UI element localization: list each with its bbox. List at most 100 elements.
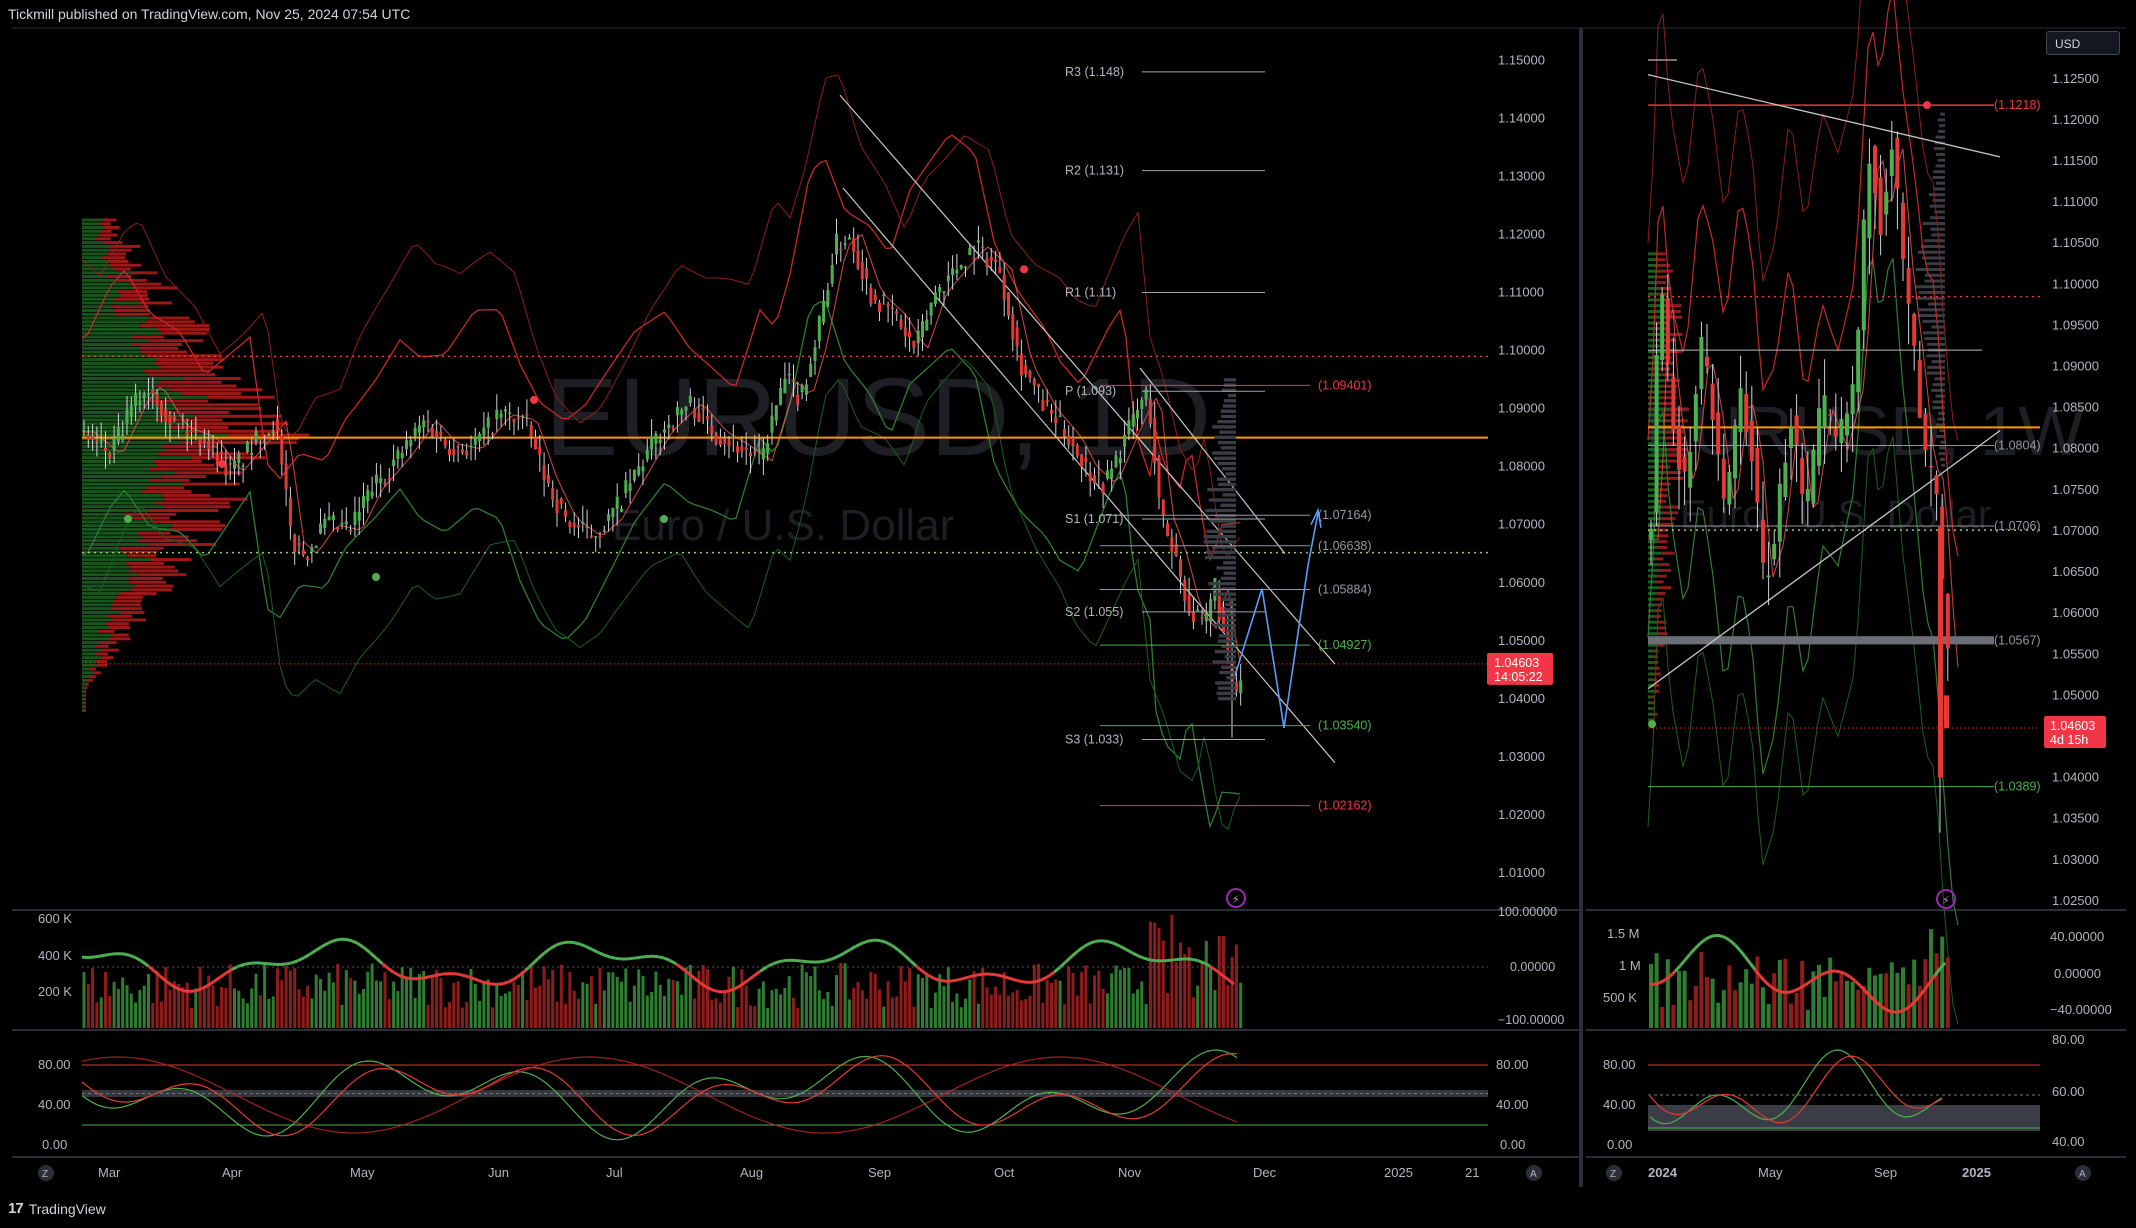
level-label-right: (1.0804) <box>1994 438 2041 452</box>
volume-bar <box>637 969 640 1028</box>
volume-bar-right <box>1823 997 1827 1028</box>
volume-profile-bar-buy <box>82 222 100 225</box>
oscillator-segment <box>826 959 832 961</box>
volume-bar-right <box>1895 973 1899 1028</box>
oscillator-segment <box>466 976 472 978</box>
oscillator-segment <box>628 958 634 959</box>
volume-bar <box>577 999 580 1028</box>
volume-bar <box>250 988 253 1028</box>
oscillator-segment <box>640 957 646 958</box>
volume-profile-bar-buy <box>82 660 96 663</box>
volume-profile-bar-sell <box>110 264 141 267</box>
volume-profile-bar-sell <box>147 486 184 489</box>
volume-bar-right <box>1722 990 1726 1028</box>
volume-bar <box>607 972 610 1028</box>
volume-bar <box>1119 970 1122 1028</box>
oscillator-segment <box>1150 960 1156 961</box>
candle-body <box>224 465 227 476</box>
volume-bar-right <box>1789 1003 1793 1028</box>
oscillator-segment <box>604 955 610 957</box>
session-volume-profile-bar <box>1223 561 1236 564</box>
profile-bar-right-grey <box>1924 239 1945 242</box>
price-tick-right: 1.10000 <box>2052 276 2099 291</box>
volume-bar <box>556 1002 559 1028</box>
candle-body <box>620 509 623 512</box>
volume-bar <box>534 988 537 1028</box>
candle-body <box>732 437 735 439</box>
candle-body <box>1166 523 1169 536</box>
profile-bar-right-sell <box>1660 569 1672 572</box>
candle-body <box>375 474 378 483</box>
oscillator-segment <box>1168 960 1174 961</box>
volume-bar <box>1054 979 1057 1028</box>
volume-profile-bar-sell <box>95 652 108 655</box>
volume-profile-bar-sell <box>98 630 114 633</box>
candle-body-right <box>1705 357 1709 366</box>
profile-bar-right-sell <box>1656 557 1664 560</box>
candle-body <box>207 441 210 450</box>
candle-body-right <box>1823 395 1827 428</box>
profile-bar-right-grey <box>1933 187 1945 190</box>
profile-bar-right-grey <box>1932 383 1945 386</box>
candle-body <box>895 311 898 314</box>
footer-brand[interactable]: TradingView <box>29 1201 106 1217</box>
profile-bar-right-sell <box>1654 667 1660 670</box>
price-tick-right: 1.09500 <box>2052 317 2099 332</box>
price-tick-right: 1.05500 <box>2052 646 2099 661</box>
volume-profile-bar-sell <box>84 694 86 697</box>
volume-bar <box>685 967 688 1028</box>
volume-bar <box>736 1007 739 1028</box>
profile-bar-right-sell <box>1653 655 1658 658</box>
candle-body <box>809 364 812 377</box>
candle-body <box>990 257 993 261</box>
volume-profile-bar-buy <box>82 317 150 320</box>
candle-body <box>736 446 739 453</box>
candle-body <box>121 435 124 441</box>
volume-profile-bar-sell <box>116 596 143 599</box>
volume-profile-bar-buy <box>82 377 183 380</box>
volume-bar <box>1115 965 1118 1028</box>
candle-body <box>1089 472 1092 481</box>
volume-bar <box>603 990 606 1028</box>
volume-bar <box>1106 993 1109 1028</box>
price-tick: 1.08000 <box>1498 459 1545 474</box>
candle-body <box>138 402 141 404</box>
volume-bar <box>517 985 520 1028</box>
volume-bar-right <box>1845 981 1849 1028</box>
volume-profile-bar-sell <box>102 656 114 659</box>
volume-bar <box>904 981 907 1028</box>
signal-dot-right <box>1648 720 1656 728</box>
volume-bar <box>478 1001 481 1028</box>
volume-bar <box>362 989 365 1028</box>
volume-profile-bar-sell <box>176 403 258 406</box>
volume-profile-bar-sell <box>101 230 112 233</box>
volume-profile-bar-sell <box>130 569 178 572</box>
volume-bar <box>753 1006 756 1028</box>
volume-bar-right <box>1711 979 1715 1028</box>
volume-profile-bar-buy <box>82 452 158 455</box>
profile-bar-right-grey <box>1926 354 1945 357</box>
price-tick: 1.14000 <box>1498 110 1545 125</box>
volume-bar <box>758 989 761 1028</box>
session-volume-profile-bar <box>1221 666 1236 669</box>
volume-bar <box>792 998 795 1028</box>
profile-bar-right-grey <box>1925 274 1945 277</box>
price-tick-right: 1.07000 <box>2052 523 2099 538</box>
volume-bar <box>513 982 516 1028</box>
volume-profile-bar-sell <box>122 611 145 614</box>
volume-bar <box>590 976 593 1028</box>
currency-button[interactable]: USD <box>2046 31 2120 55</box>
candle-body <box>538 447 541 455</box>
volume-profile-bar-buy <box>82 252 107 255</box>
candle-body <box>917 331 920 344</box>
volume-profile-bar-buy <box>82 351 141 354</box>
volume-bar <box>564 1003 567 1028</box>
candle-body-right <box>1890 150 1894 176</box>
stoch-tick-right: 40.00 <box>2052 1134 2085 1149</box>
volume-profile-bar-sell <box>111 634 128 637</box>
candle-body-right <box>1879 177 1883 234</box>
volume-profile-bar-buy <box>82 611 122 614</box>
session-volume-profile-bar <box>1225 603 1236 606</box>
